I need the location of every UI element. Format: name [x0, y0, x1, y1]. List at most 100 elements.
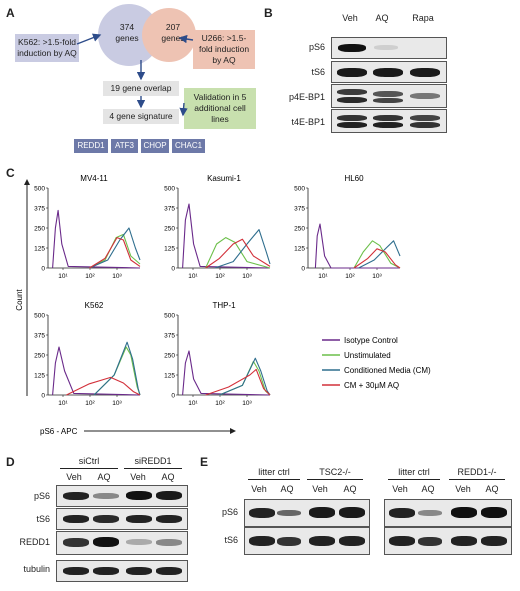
flow-plot-title: HL60	[344, 174, 364, 183]
histogram-curve	[314, 223, 400, 269]
count-axis-label: Count	[15, 289, 24, 311]
flow-plot-title: THP-1	[212, 301, 236, 310]
x-tick-label: 10³	[242, 400, 252, 407]
blot-label-t4ebp1: t4E-BP1	[291, 117, 325, 127]
blot-label-ps6: pS6	[308, 42, 325, 52]
e-lane-6: AQ	[421, 484, 435, 494]
histogram-curve	[219, 357, 271, 396]
gene-atf3: ATF3	[111, 139, 138, 153]
y-tick-label: 250	[34, 226, 45, 233]
x-tick-label: 10²	[345, 273, 355, 280]
flow-plot-title: K562	[85, 301, 104, 310]
y-tick-label: 500	[34, 313, 45, 320]
legend-cm: Conditioned Media (CM)	[344, 366, 431, 375]
blot-d-ps6	[56, 485, 188, 507]
y-tick-label: 250	[164, 226, 175, 233]
blot-b-ps6	[331, 37, 447, 59]
e-lane-1: Veh	[251, 484, 267, 494]
venn-left-count: 374 genes	[115, 22, 139, 43]
histogram-curve	[182, 350, 271, 396]
y-tick-label: 375	[294, 206, 305, 213]
histogram-curve	[205, 368, 271, 396]
histogram-curve	[205, 238, 271, 269]
y-tick-label: 375	[164, 206, 175, 213]
x-tick-label: 10³	[112, 273, 122, 280]
y-tick-label: 0	[171, 266, 175, 273]
histogram-curve	[89, 227, 141, 269]
d-label-ps6: pS6	[33, 491, 50, 501]
panel-e-label: E	[200, 455, 209, 469]
d-lane-2: AQ	[97, 472, 111, 482]
d-label-ts6: tS6	[36, 514, 50, 524]
flow-plot-title: Kasumi-1	[207, 174, 241, 183]
e-group-tsc2: TSC2-/-	[319, 467, 351, 477]
histogram-curve	[214, 229, 271, 269]
legend-isotype: Isotype Control	[344, 336, 398, 345]
x-tick-label: 10²	[85, 273, 95, 280]
d-lane-3: Veh	[130, 472, 146, 482]
y-tick-label: 250	[34, 353, 45, 360]
blot-d-redd1	[56, 531, 188, 555]
flow-plot-title: MV4-11	[80, 174, 108, 183]
y-tick-label: 250	[164, 353, 175, 360]
legend-unstimulated: Unstimulated	[344, 351, 391, 360]
flow-plot-1: Kasumi-1 0 125 250 375 500 10¹ 10² 10³	[164, 174, 271, 280]
blot-b-p4ebp1	[331, 84, 447, 108]
panel-b-label: B	[264, 6, 273, 20]
lane-veh: Veh	[342, 13, 358, 23]
flow-cytometry-plots: Count pS6 - APC MV4-11 0 125 250 375 500 10¹ 10…	[15, 174, 431, 436]
x-tick-label: 10¹	[318, 273, 328, 280]
e-lane-3: Veh	[312, 484, 328, 494]
histogram-curve	[89, 237, 141, 269]
e-label-ts6: tS6	[224, 535, 238, 545]
gene-overlap-box: 19 gene overlap	[103, 81, 179, 96]
y-tick-label: 0	[301, 266, 305, 273]
x-tick-label: 10¹	[188, 400, 198, 407]
e-lane-7: Veh	[455, 484, 471, 494]
x-tick-label: 10³	[112, 400, 122, 407]
lane-aq: AQ	[375, 13, 389, 23]
e-label-ps6: pS6	[221, 507, 238, 517]
blot-b-ts6	[331, 61, 447, 83]
blot-d-ts6	[56, 508, 188, 530]
x-tick-label: 10¹	[58, 273, 68, 280]
panel-c-label: C	[6, 166, 15, 180]
ps6-axis-label: pS6 - APC	[40, 427, 78, 436]
blot-label-p4ebp1: p4E-BP1	[288, 92, 325, 102]
blot-e-left-ps6	[244, 499, 370, 527]
legend-cm-aq: CM + 30μM AQ	[344, 381, 399, 390]
gene-chac1: CHAC1	[172, 139, 205, 153]
u266-induction-box: U266: >1.5-fold induction by AQ	[193, 30, 255, 69]
gene-redd1: REDD1	[74, 139, 108, 153]
y-tick-label: 125	[34, 246, 45, 253]
histogram-curve	[358, 240, 401, 269]
histogram-curve	[182, 203, 271, 269]
e-group-litter-2: litter ctrl	[398, 467, 430, 477]
e-lane-5: Veh	[392, 484, 408, 494]
blot-d-tubulin	[56, 560, 188, 582]
blot-e-right-ts6	[384, 527, 512, 555]
histogram-curve	[205, 237, 271, 269]
histogram-curve	[353, 248, 401, 269]
y-tick-label: 0	[41, 266, 45, 273]
group-siredd1: siREDD1	[134, 456, 172, 466]
histogram-curve	[52, 209, 141, 269]
y-tick-label: 500	[164, 186, 175, 193]
blot-e-right-ps6	[384, 499, 512, 527]
panel-a-label: A	[6, 6, 15, 20]
histogram-curve	[52, 346, 141, 396]
histogram-curve	[89, 233, 141, 269]
panel-d-label: D	[6, 455, 15, 469]
venn-right-count: 207 genes	[161, 22, 185, 43]
lane-rapa: Rapa	[412, 13, 434, 23]
x-tick-label: 10³	[372, 273, 382, 280]
flow-plot-2: HL60 0 125 250 375 500 10¹ 10² 10³	[294, 174, 401, 280]
x-tick-label: 10²	[215, 273, 225, 280]
d-label-redd1: REDD1	[19, 537, 50, 547]
d-lane-4: AQ	[161, 472, 175, 482]
y-tick-label: 500	[34, 186, 45, 193]
panel-a-arrows	[76, 33, 194, 117]
x-tick-label: 10³	[242, 273, 252, 280]
flow-plot-0: MV4-11 0 125 250 375 500 10¹ 10² 10³	[34, 174, 141, 280]
x-tick-label: 10²	[215, 400, 225, 407]
